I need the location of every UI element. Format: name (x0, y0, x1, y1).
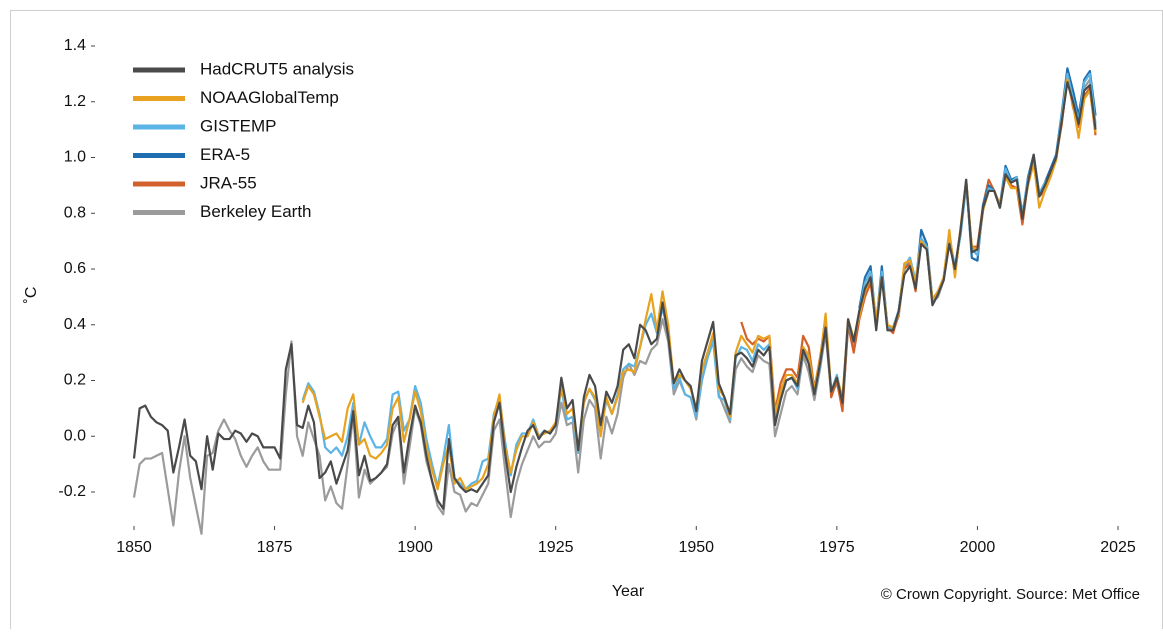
y-axis-label: ˚C (23, 287, 40, 304)
legend-label: ERA-5 (200, 145, 250, 164)
data-line (132, 78, 1097, 535)
data-line (858, 67, 1097, 329)
x-tick-label: 1925 (538, 539, 574, 556)
x-tick-label: 1900 (397, 539, 433, 556)
x-tick-label: 2000 (960, 539, 996, 556)
y-tick-label: -0.2 (58, 483, 86, 500)
x-tick-label: 1975 (819, 539, 855, 556)
x-tick-label: 1950 (678, 539, 714, 556)
y-tick-label: 1.0 (64, 149, 86, 166)
source-note: © Crown Copyright. Source: Met Office (881, 586, 1140, 603)
y-tick-label: 0.0 (64, 427, 86, 444)
y-tick-label: 1.4 (64, 37, 86, 54)
data-line (132, 81, 1097, 510)
y-tick-label: 0.4 (64, 316, 86, 333)
legend-label: JRA-55 (200, 173, 257, 192)
legend-label: GISTEMP (200, 116, 277, 135)
legend-label: NOAAGlobalTemp (200, 88, 339, 107)
x-tick-label: 1875 (257, 539, 293, 556)
x-tick-label: 1850 (116, 539, 152, 556)
x-axis-label: Year (612, 583, 645, 600)
legend-label: HadCRUT5 analysis (200, 59, 354, 78)
y-tick-label: 0.6 (64, 260, 86, 277)
y-tick-label: 0.8 (64, 204, 86, 221)
frame (10, 10, 1163, 634)
data-line (740, 75, 1097, 413)
legend-label: Berkeley Earth (200, 202, 312, 221)
x-tick-label: 2025 (1100, 539, 1136, 556)
y-tick-label: 1.2 (64, 93, 86, 110)
y-tick-label: 0.2 (64, 372, 86, 389)
